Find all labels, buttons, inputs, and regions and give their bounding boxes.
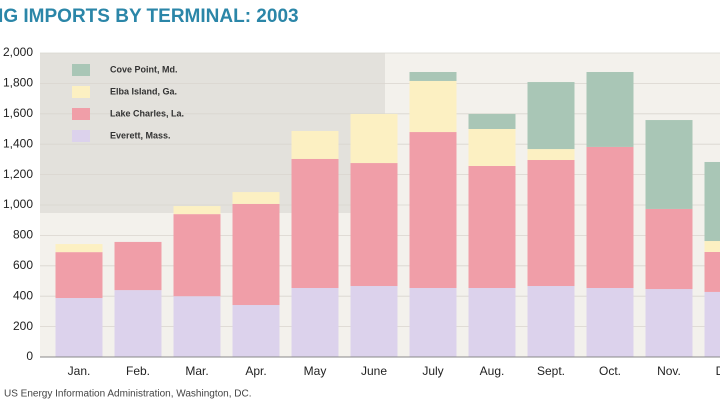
legend-swatch xyxy=(72,108,90,120)
bar-segment xyxy=(291,158,339,288)
bar-segment xyxy=(586,287,634,357)
bar-segment xyxy=(704,291,720,357)
bar-segment xyxy=(586,72,634,147)
bar-segment xyxy=(645,120,693,209)
bar-segment xyxy=(527,149,575,161)
bar-segment xyxy=(704,161,720,242)
x-tick-label: Jan. xyxy=(68,364,91,378)
bar-segment xyxy=(291,130,339,159)
bar-segment xyxy=(586,146,634,288)
bar-segment xyxy=(409,132,457,288)
bar-segment xyxy=(468,287,516,357)
y-tick-label: 800 xyxy=(13,228,33,242)
y-tick-label: 1,800 xyxy=(3,76,33,90)
bar-segment xyxy=(55,298,103,357)
bar-segment xyxy=(55,252,103,299)
y-tick-label: 400 xyxy=(13,288,33,302)
bar-segment xyxy=(409,72,457,81)
x-tick-label: Oct. xyxy=(599,364,621,378)
bar-segment xyxy=(409,287,457,357)
legend-label: Cove Point, Md. xyxy=(110,64,178,74)
bar-segment xyxy=(645,289,693,357)
bar-segment xyxy=(645,208,693,290)
x-tick-label: June xyxy=(361,364,387,378)
x-tick-label: Apr. xyxy=(245,364,266,378)
bar-segment xyxy=(173,214,221,297)
x-tick-label: Mar. xyxy=(185,364,208,378)
y-tick-label: 600 xyxy=(13,258,33,272)
source-note: US Energy Information Administration, Wa… xyxy=(4,389,252,400)
x-tick-label: Nov. xyxy=(657,364,681,378)
bar-segment xyxy=(350,113,398,164)
bar-segment xyxy=(232,203,280,306)
y-tick-label: 1,400 xyxy=(3,136,33,150)
legend-label: Lake Charles, La. xyxy=(110,108,184,118)
x-tick-label: Dec. xyxy=(716,364,720,378)
bar-segment xyxy=(468,113,516,129)
bar-segment xyxy=(232,305,280,357)
x-tick-label: May xyxy=(304,364,327,378)
y-tick-label: 200 xyxy=(13,319,33,333)
bar-segment xyxy=(55,244,103,253)
bar-segment xyxy=(468,165,516,288)
bar-segment xyxy=(173,296,221,357)
chart-title: LNG IMPORTS BY TERMINAL: 2003 xyxy=(0,6,299,27)
x-tick-label: Aug. xyxy=(480,364,505,378)
legend-swatch xyxy=(72,130,90,142)
bar-segment xyxy=(173,206,221,215)
bar-segment xyxy=(114,241,162,291)
bar-segment xyxy=(350,286,398,357)
bar-segment xyxy=(527,286,575,357)
bar-segment xyxy=(114,290,162,357)
legend-label: Elba Island, Ga. xyxy=(110,86,177,96)
bar-segment xyxy=(704,241,720,252)
x-tick-label: Feb. xyxy=(126,364,150,378)
x-tick-label: July xyxy=(422,364,443,378)
bar-segment xyxy=(468,129,516,166)
bar-segment xyxy=(291,287,339,357)
y-tick-label: 0 xyxy=(26,349,33,363)
y-tick-label: 1,200 xyxy=(3,167,33,181)
legend-label: Everett, Mass. xyxy=(110,130,171,140)
y-tick-label: 2,000 xyxy=(3,45,33,59)
bar-segment xyxy=(704,251,720,292)
bar-segment xyxy=(232,192,280,204)
y-tick-label: 1,000 xyxy=(3,197,33,211)
bar-segment xyxy=(527,82,575,150)
bar-segment xyxy=(527,160,575,287)
y-tick-label: 1,600 xyxy=(3,106,33,120)
bar-segment xyxy=(409,80,457,133)
x-tick-label: Sept. xyxy=(537,364,565,378)
legend-swatch xyxy=(72,64,90,76)
legend-swatch xyxy=(72,86,90,98)
bar-segment xyxy=(350,163,398,287)
